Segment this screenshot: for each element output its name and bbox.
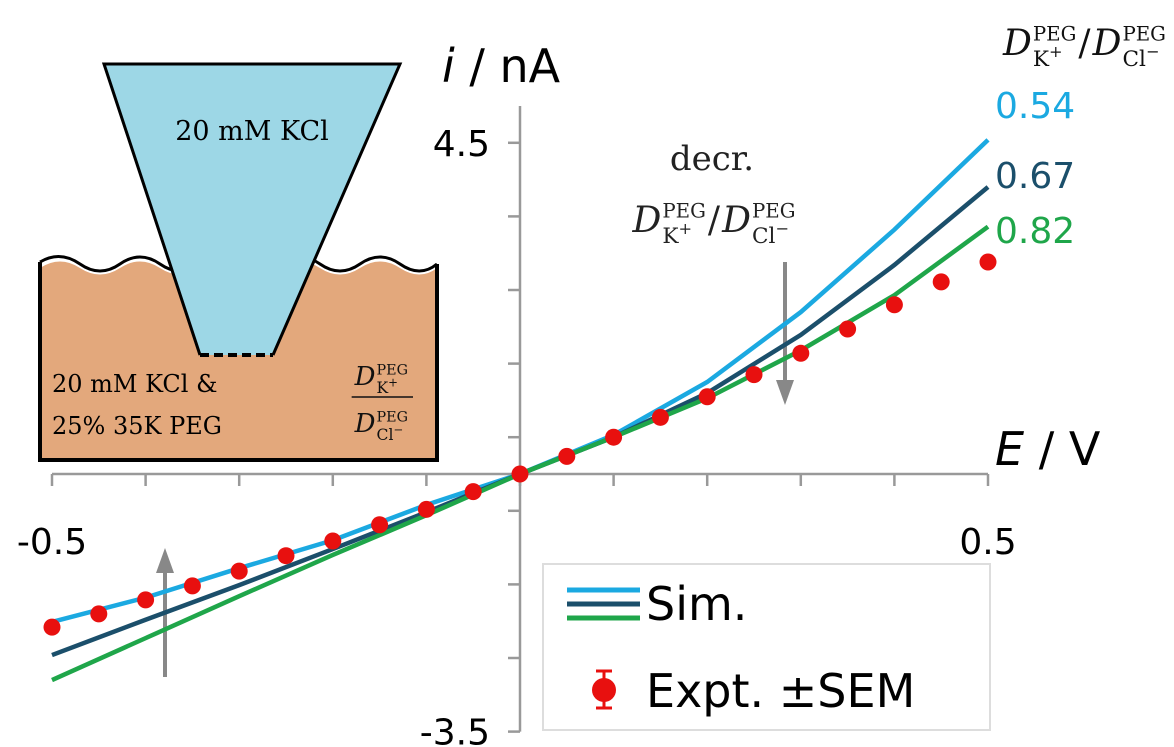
axis-unit: / V	[1039, 422, 1101, 476]
axis-label: E / V	[995, 422, 1101, 476]
ratio-superscript: PEG	[377, 410, 408, 426]
bath	[40, 261, 437, 460]
ratio-symbol: D	[631, 200, 661, 241]
expt-point	[932, 273, 950, 291]
axis-symbol: i	[442, 39, 455, 93]
expt-point	[324, 532, 342, 550]
expt-point	[979, 253, 997, 271]
ratio-symbol: D	[354, 409, 376, 439]
expt-point	[511, 465, 529, 483]
ratio-charge: −	[1146, 42, 1160, 61]
ratio-symbol: D	[354, 362, 376, 392]
series-label: 0.67	[995, 156, 1075, 197]
arrow-head	[776, 380, 794, 405]
expt-point	[183, 577, 201, 595]
axis-unit: / nA	[469, 39, 560, 93]
ratio-separator: /	[1078, 23, 1091, 64]
expt-point	[43, 618, 61, 636]
pipette	[104, 64, 400, 355]
ratio-charge: +	[679, 219, 693, 238]
bath-wall	[38, 262, 439, 462]
legend-marker	[592, 678, 616, 702]
ratio-subscript: Cl−	[1122, 42, 1159, 72]
expt-point	[605, 428, 623, 446]
legend-label: Expt. ±SEM	[646, 664, 915, 718]
y-tick-label: 4.5	[433, 124, 490, 165]
ratio-charge: −	[775, 219, 789, 238]
ratio-superscript: PEG	[1122, 23, 1166, 46]
expt-point	[651, 408, 669, 426]
expt-point	[745, 366, 763, 384]
expt-point	[885, 296, 903, 314]
bath-label: 20 mM KCl &	[52, 370, 217, 398]
ratio-subscript: K+	[662, 219, 692, 249]
ratio-symbol: D	[721, 200, 751, 241]
pipette-wall	[101, 62, 403, 356]
x-tick-label: -0.5	[17, 522, 87, 563]
pipette-label: 20 mM KCl	[175, 116, 329, 147]
series-label: 0.54	[995, 86, 1075, 127]
expt-point	[230, 562, 248, 580]
inset: 20 mM KCl 20 mM KCl & 25% 35K PEG	[38, 62, 439, 462]
expt-point	[839, 320, 857, 338]
expt-point	[792, 344, 810, 362]
expt-point	[90, 605, 108, 623]
expt-point	[417, 500, 435, 518]
ratio-separator: /	[708, 200, 721, 241]
x-tick-label: 0.5	[959, 522, 1016, 563]
expt-point	[277, 547, 295, 565]
ratio-superscript: PEG	[662, 200, 706, 223]
legend-label: Sim.	[646, 577, 747, 631]
ratio-superscript: PEG	[377, 363, 408, 379]
ratio-subscript: Cl−	[752, 219, 789, 249]
y-tick-label: -3.5	[420, 713, 490, 747]
ratio-symbol: D	[1092, 23, 1122, 64]
ratio-charge: +	[1049, 42, 1063, 61]
axis-symbol: E	[995, 422, 1024, 476]
series-label: 0.82	[995, 211, 1075, 252]
ratio-symbol: D	[1002, 23, 1032, 64]
arrow-head	[156, 548, 174, 573]
ratio-superscript: PEG	[1033, 23, 1077, 46]
ratio-charge: +	[388, 375, 398, 389]
bath-label: 25% 35K PEG	[52, 412, 222, 440]
expt-point	[558, 447, 576, 465]
axis-label: i / nA	[442, 39, 561, 93]
annotation: decr.	[670, 139, 754, 179]
expt-point	[698, 388, 716, 406]
expt-point	[371, 516, 389, 534]
ratio-subscript: K+	[1033, 42, 1063, 72]
plot	[43, 106, 997, 733]
expt-point	[137, 591, 155, 609]
expt-point	[464, 483, 482, 501]
ratio-charge: −	[393, 422, 403, 436]
ratio-superscript: PEG	[752, 200, 796, 223]
